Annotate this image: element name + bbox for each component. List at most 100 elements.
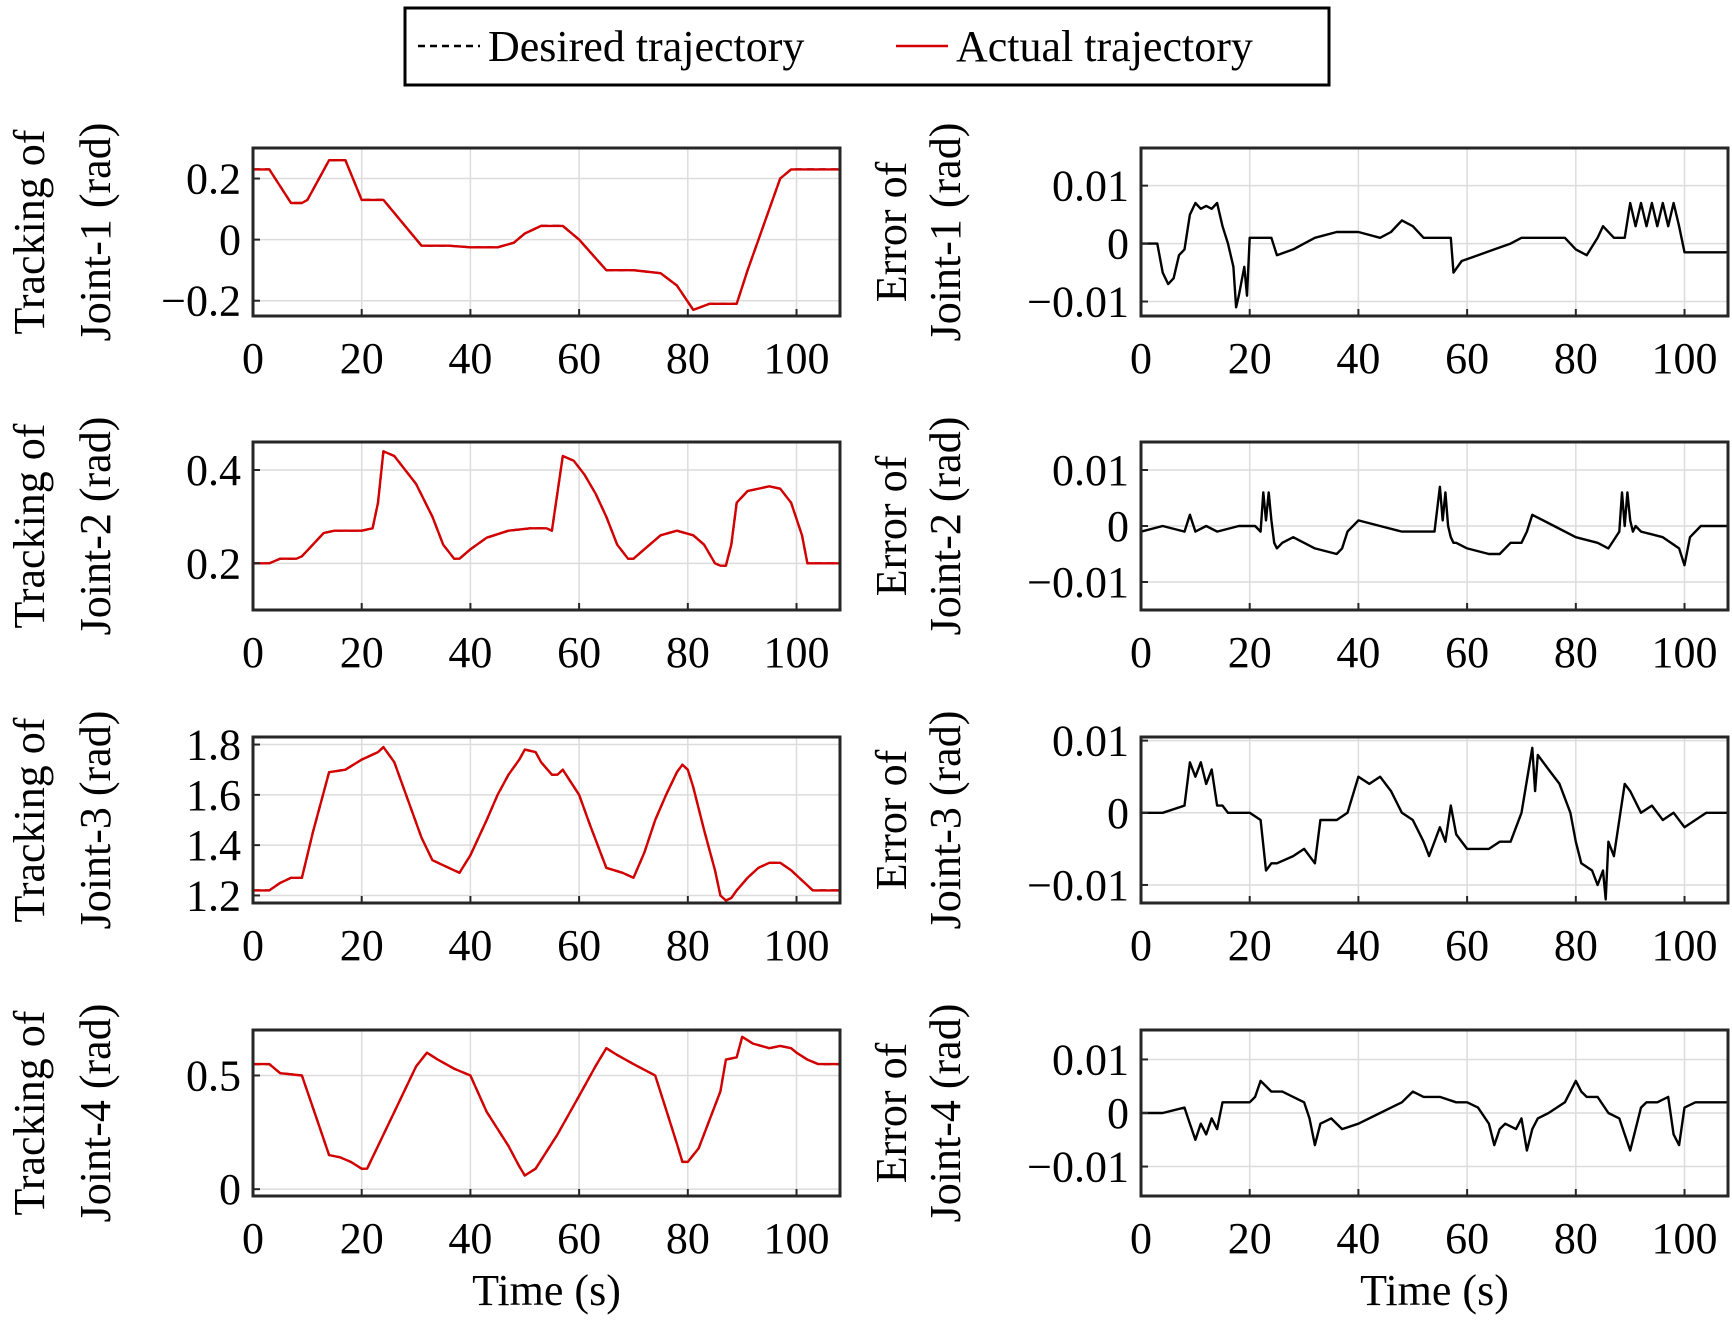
chart-error-joint-2-ytick-label-0: 0.01 [1052,446,1129,495]
chart-tracking-joint-4-xtick-label-3: 60 [557,1214,601,1263]
chart-tracking-joint-3-xtick-label-3: 60 [557,921,601,970]
chart-tracking-joint-2-xtick-label-1: 20 [340,628,384,677]
chart-tracking-joint-2-xtick-label-4: 80 [666,628,710,677]
chart-tracking-joint-4-xtick-label-1: 20 [340,1214,384,1263]
chart-tracking-joint-2-ytick-label-0: 0.4 [186,446,241,495]
legend-desired-label: Desired trajectory [488,22,804,71]
chart-error-joint-1-series-0 [1141,201,1728,309]
chart-tracking-joint-3-series-1 [253,745,840,902]
chart-error-joint-2-xtick-label-4: 80 [1554,628,1598,677]
chart-error-joint-2-xtick-label-1: 20 [1228,628,1272,677]
chart-error-joint-4-series-0 [1141,1079,1728,1152]
chart-tracking-joint-3-axes-frame [251,735,842,905]
chart-tracking-joint-1-xtick-label-0: 0 [242,334,264,383]
legend-actual-label: Actual trajectory [956,22,1253,71]
chart-error-joint-2-xtick-label-3: 60 [1445,628,1489,677]
chart-tracking-joint-4-series-0 [253,1035,840,1177]
chart-tracking-joint-3-xtick-label-1: 20 [340,921,384,970]
panel-tracking-joint-2: 0 20 40 60 80 100 0.4 0.2 Tracking of Joint-2 (ra… [5,417,842,677]
chart-tracking-joint-3-ylabel-line1: Tracking of [5,717,54,922]
chart-tracking-joint-1-axes-frame [251,146,842,318]
chart-error-joint-3-axes-frame [1139,735,1730,905]
chart-tracking-joint-3-ytick-label-3: 1.2 [186,871,241,920]
chart-error-joint-3-ytick-label-1: 0 [1107,789,1129,838]
chart-error-joint-1-xtick-label-1: 20 [1228,334,1272,383]
chart-tracking-joint-4-ytick-label-1: 0 [219,1165,241,1214]
chart-tracking-joint-1-ytick-label-1: 0 [219,216,241,265]
chart-tracking-joint-4-xtick-label-2: 40 [448,1214,492,1263]
chart-error-joint-2-series-0 [1140,485,1728,567]
chart-tracking-joint-2-axes-frame [251,440,842,612]
chart-tracking-joint-2-ylabel-line2: Joint-2 (rad) [71,417,120,636]
chart-error-joint-3-xtick-label-2: 40 [1336,921,1380,970]
chart-error-joint-4-xtick-label-1: 20 [1228,1214,1272,1263]
chart-error-joint-4-xlabel: Time (s) [1360,1266,1509,1315]
chart-error-joint-1-axes-frame [1139,146,1730,318]
chart-error-joint-2-ytick-label-1: 0 [1107,502,1129,551]
chart-error-joint-4-xtick-label-0: 0 [1130,1214,1152,1263]
chart-tracking-joint-2-series-0 [253,450,840,567]
chart-error-joint-4-xtick-label-4: 80 [1554,1214,1598,1263]
chart-tracking-joint-3-xtick-label-2: 40 [448,921,492,970]
chart-error-joint-3-xtick-label-1: 20 [1228,921,1272,970]
chart-tracking-joint-1-ylabel-line2: Joint-1 (rad) [71,123,120,342]
chart-tracking-joint-2-ylabel-line1: Tracking of [5,423,54,628]
chart-error-joint-3-ylabel-line1: Error of [867,749,916,890]
chart-tracking-joint-1-xtick-label-2: 40 [448,334,492,383]
legend: Desired trajectory Actual trajectory [403,6,1331,87]
chart-tracking-joint-3-ytick-label-1: 1.6 [186,771,241,820]
panel-tracking-joint-4: 0 20 40 60 80 100 0.5 0 Tracking of Joint-4 (rad)… [5,1004,842,1315]
chart-tracking-joint-4-xtick-label-0: 0 [242,1214,264,1263]
chart-tracking-joint-1-series-1 [253,158,840,312]
chart-tracking-joint-3-ytick-label-2: 1.4 [186,821,241,870]
chart-tracking-joint-3-xtick-label-5: 100 [764,921,830,970]
chart-tracking-joint-4-ylabel-line1: Tracking of [5,1010,54,1215]
chart-error-joint-3-ylabel-line2: Joint-3 (rad) [921,711,970,930]
chart-tracking-joint-4-xtick-label-5: 100 [764,1214,830,1263]
chart-error-joint-2-ytick-label-2: −0.01 [1027,558,1129,607]
chart-error-joint-1-ylabel-line1: Error of [867,161,916,302]
chart-tracking-joint-1-ytick-label-2: −0.2 [161,277,241,326]
chart-error-joint-1-xtick-label-0: 0 [1130,334,1152,383]
chart-error-joint-4-xtick-label-5: 100 [1652,1214,1718,1263]
chart-error-joint-4-ylabel-line2: Joint-4 (rad) [921,1004,970,1223]
chart-error-joint-1-ytick-label-2: −0.01 [1027,278,1129,327]
chart-tracking-joint-4-xlabel: Time (s) [472,1266,621,1315]
chart-tracking-joint-3-xtick-label-4: 80 [666,921,710,970]
chart-error-joint-3-ytick-label-0: 0.01 [1052,717,1129,766]
chart-error-joint-1-ylabel-line2: Joint-1 (rad) [921,123,970,342]
chart-tracking-joint-3-ylabel-line2: Joint-3 (rad) [71,711,120,930]
chart-error-joint-4-xtick-label-2: 40 [1336,1214,1380,1263]
chart-error-joint-1-ytick-label-1: 0 [1107,220,1129,269]
chart-error-joint-4-xtick-label-3: 60 [1445,1214,1489,1263]
chart-tracking-joint-1-xtick-label-4: 80 [666,334,710,383]
chart-tracking-joint-1-ylabel-line1: Tracking of [5,129,54,334]
panel-tracking-joint-3: 0 20 40 60 80 100 1.81.61.41.2 Tracking of Joint… [5,711,842,970]
chart-tracking-joint-2-xtick-label-3: 60 [557,628,601,677]
chart-error-joint-2-xtick-label-5: 100 [1652,628,1718,677]
chart-error-joint-2-ylabel-line2: Joint-2 (rad) [921,417,970,636]
chart-error-joint-4-ylabel-line1: Error of [867,1042,916,1183]
chart-error-joint-4-ytick-label-1: 0 [1107,1089,1129,1138]
chart-tracking-joint-4-series-1 [253,1035,840,1177]
chart-tracking-joint-1-xtick-label-5: 100 [764,334,830,383]
chart-error-joint-4-ytick-label-2: −0.01 [1027,1143,1129,1192]
chart-tracking-joint-1-series-0 [253,159,840,311]
chart-error-joint-2-ylabel-line1: Error of [867,455,916,596]
chart-tracking-joint-2-series-1 [253,450,840,567]
chart-error-joint-3-xtick-label-3: 60 [1445,921,1489,970]
chart-tracking-joint-4-xtick-label-4: 80 [666,1214,710,1263]
chart-error-joint-1-xtick-label-5: 100 [1652,334,1718,383]
chart-error-joint-2-xtick-label-0: 0 [1130,628,1152,677]
chart-error-joint-1-ytick-label-0: 0.01 [1052,162,1129,211]
chart-error-joint-2-xtick-label-2: 40 [1336,628,1380,677]
chart-error-joint-3-xtick-label-4: 80 [1554,921,1598,970]
legend-box [403,6,1331,87]
chart-tracking-joint-2-ytick-label-1: 0.2 [186,539,241,588]
chart-tracking-joint-1-xtick-label-1: 20 [340,334,384,383]
